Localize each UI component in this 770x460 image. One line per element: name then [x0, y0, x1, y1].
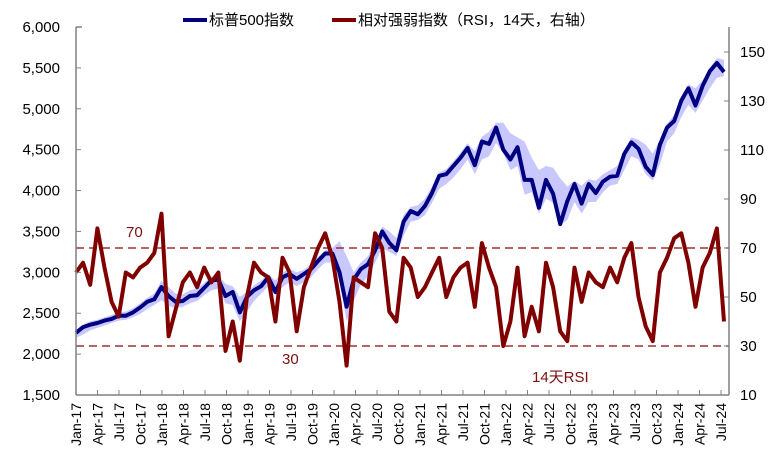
x-axis-tick-label: Apr-19: [262, 403, 278, 445]
annotations: 70 30 14天RSI: [126, 224, 589, 386]
x-axis-tick-label: Jul-19: [283, 403, 299, 441]
left-axis-tick-label: 4,000: [22, 183, 60, 200]
rsi-series-annotation: 14天RSI: [532, 369, 589, 386]
x-axis-tick-label: Jan-22: [498, 403, 514, 446]
legend-label-spx: 标普500指数: [209, 12, 295, 29]
right-axis-tick-label: 130: [740, 93, 765, 110]
left-axis-tick-label: 1,500: [22, 387, 60, 404]
rsi-upper-annotation: 70: [126, 224, 143, 241]
left-axis-tick-label: 2,000: [22, 346, 60, 363]
left-axis-tick-label: 3,500: [22, 223, 60, 240]
x-axis-tick-label: Jan-23: [584, 403, 600, 446]
left-axis-tick-label: 6,000: [22, 19, 60, 36]
axes: 1,500 2,000 2,500 3,000 3,500 4,000 4,500 5,000…: [22, 19, 765, 446]
left-axis-tick-label: 5,000: [22, 101, 60, 118]
left-axis-tick-label: 5,500: [22, 60, 60, 77]
x-axis-tick-label: Oct-18: [219, 403, 235, 445]
right-axis-tick-label: 50: [740, 289, 757, 306]
left-axis-tick-label: 2,500: [22, 305, 60, 322]
rsi-reference-lines: [76, 247, 729, 347]
x-axis-tick-label: Apr-21: [434, 403, 450, 445]
x-axis-tick-label: Apr-23: [606, 403, 622, 445]
x-axis-tick-label: Jan-17: [68, 403, 84, 446]
x-axis-tick-label: Apr-18: [176, 403, 192, 445]
x-axis-tick-label: Apr-17: [90, 403, 106, 445]
legend-item-rsi: 相对强弱指数（RSI，14天，右轴）: [332, 9, 595, 30]
x-axis-tick-label: Oct-17: [133, 403, 149, 445]
rsi-line: [74, 211, 726, 368]
legend-swatch-spx-icon: [183, 17, 207, 22]
x-axis-tick-label: Oct-21: [477, 403, 493, 445]
x-axis-tick-label: Jul-23: [627, 403, 643, 441]
x-axis-tick-label: Oct-19: [305, 403, 321, 445]
spx-range-band: [76, 58, 724, 338]
x-axis-tick-label: Jan-24: [670, 403, 686, 446]
right-axis-tick-label: 30: [740, 338, 757, 355]
left-axis-tick-label: 3,000: [22, 264, 60, 281]
chart-legend: 标普500指数 相对强弱指数（RSI，14天，右轴）: [183, 9, 595, 30]
rsi-lower-annotation: 30: [282, 351, 299, 368]
spx-band-area: [76, 58, 724, 338]
right-axis-tick-label: 150: [740, 44, 765, 61]
x-axis-tick-label: Oct-22: [563, 403, 579, 445]
x-axis-tick-label: Jan-20: [326, 403, 342, 446]
series-lines: [74, 61, 726, 368]
right-axis-tick-label: 10: [740, 387, 757, 404]
x-axis-tick-label: Jul-20: [369, 403, 385, 441]
x-axis-tick-label: Jul-18: [197, 403, 213, 441]
legend-swatch-rsi-icon: [332, 17, 357, 22]
x-axis-tick-label: Jan-19: [240, 403, 256, 446]
left-axis-tick-label: 4,500: [22, 142, 60, 159]
x-axis-tick-label: Jul-17: [111, 403, 127, 441]
spx-line: [74, 61, 726, 335]
x-axis-tick-label: Oct-23: [649, 403, 665, 445]
x-axis-tick-label: Jan-21: [412, 403, 428, 446]
x-axis-tick-label: Oct-20: [391, 403, 407, 445]
x-axis-tick-label: Apr-24: [692, 403, 708, 445]
x-axis-tick-label: Jul-21: [455, 403, 471, 441]
legend-item-spx: 标普500指数: [183, 9, 294, 30]
x-axis-tick-label: Jan-18: [154, 403, 170, 446]
right-axis-tick-label: 70: [740, 240, 757, 257]
right-axis-tick-label: 90: [740, 191, 757, 208]
x-axis-tick-label: Jul-22: [541, 403, 557, 441]
x-axis-tick-label: Apr-20: [348, 403, 364, 445]
x-axis-tick-label: Jul-24: [713, 403, 729, 441]
x-axis-tick-label: Apr-22: [520, 403, 536, 445]
right-axis-tick-label: 110: [740, 142, 764, 159]
legend-label-rsi: 相对强弱指数（RSI，14天，右轴）: [358, 12, 595, 29]
